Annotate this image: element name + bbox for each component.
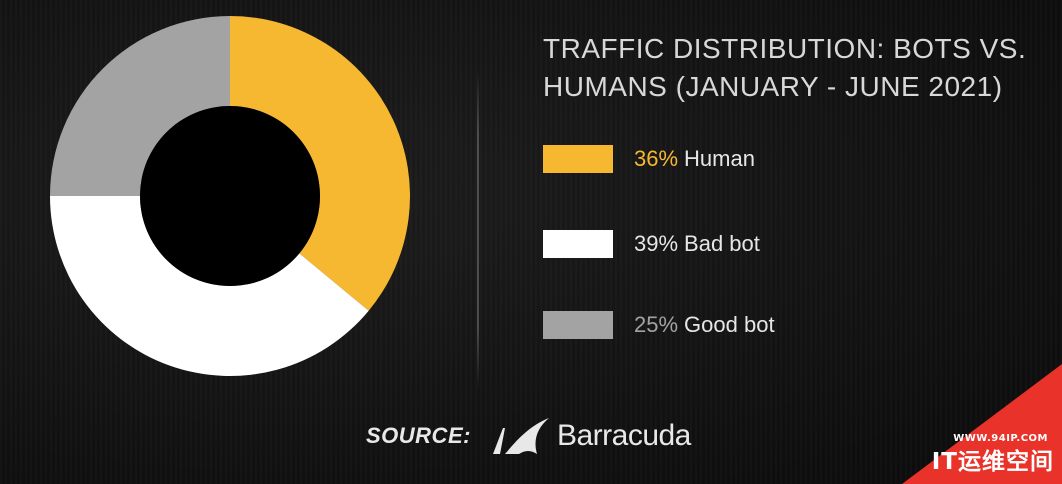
legend-value-good-bot: 25% xyxy=(634,312,679,337)
watermark-corner-shape xyxy=(902,364,1062,484)
legend-name-bad-bot: Bad bot xyxy=(684,231,760,256)
legend-swatch-good-bot xyxy=(543,311,613,339)
chart-title: TRAFFIC DISTRIBUTION: BOTS VS. HUMANS (J… xyxy=(543,33,1027,102)
legend-swatch-human xyxy=(543,145,613,173)
legend-item-human: 36% Human xyxy=(543,144,963,174)
source-credit: SOURCE: Barracuda xyxy=(366,416,691,456)
legend-swatch-bad-bot xyxy=(543,230,613,258)
brand-name: Barracuda xyxy=(556,419,691,452)
legend-label-bad-bot: 39% Bad bot xyxy=(634,231,760,257)
slice-bad-bot xyxy=(50,196,369,376)
legend-value-human: 36% xyxy=(634,146,679,171)
watermark-url: WWW.94IP.COM xyxy=(953,433,1048,444)
legend-name-human: Human xyxy=(684,146,755,171)
legend-value-bad-bot: 39% xyxy=(634,231,679,256)
source-label: SOURCE: xyxy=(366,423,471,448)
slice-human xyxy=(230,16,411,311)
divider-line xyxy=(477,70,479,390)
legend-item-good-bot: 25% Good bot xyxy=(543,310,963,340)
watermark: WWW.94IP.COM IT运维空间 xyxy=(862,364,1062,484)
legend-item-bad-bot: 39% Bad bot xyxy=(543,229,963,259)
barracuda-logo-icon xyxy=(492,418,549,454)
slice-good-bot xyxy=(50,16,230,196)
legend-label-human: 36% Human xyxy=(634,146,755,172)
legend-name-good-bot: Good bot xyxy=(684,312,775,337)
legend-label-good-bot: 25% Good bot xyxy=(634,312,775,338)
watermark-name: IT运维空间 xyxy=(931,449,1054,475)
donut-chart xyxy=(50,16,411,376)
donut-hole xyxy=(140,106,320,286)
